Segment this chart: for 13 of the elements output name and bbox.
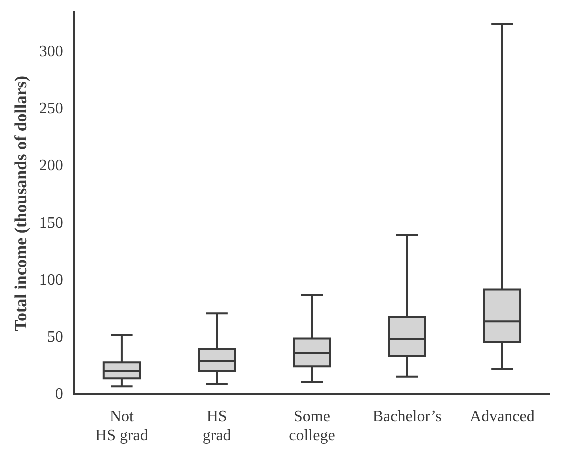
x-tick-label: Some college bbox=[289, 408, 336, 445]
x-tick-label: HS grad bbox=[202, 408, 232, 445]
y-tick-label: 250 bbox=[39, 100, 64, 118]
x-tick-label: Bachelor’s bbox=[372, 408, 442, 426]
y-tick-label: 150 bbox=[39, 214, 64, 232]
x-tick-label: Not HS grad bbox=[96, 408, 148, 445]
y-tick-label: 50 bbox=[47, 328, 64, 346]
y-tick-label: 100 bbox=[39, 272, 64, 289]
y-tick-label: 0 bbox=[55, 386, 64, 403]
y-tick-label: 300 bbox=[39, 44, 64, 61]
y-tick-label: 200 bbox=[39, 158, 64, 175]
x-tick-label: Advanced bbox=[470, 408, 535, 426]
y-axis-title: Total income (thousands of dollars) bbox=[12, 76, 31, 332]
